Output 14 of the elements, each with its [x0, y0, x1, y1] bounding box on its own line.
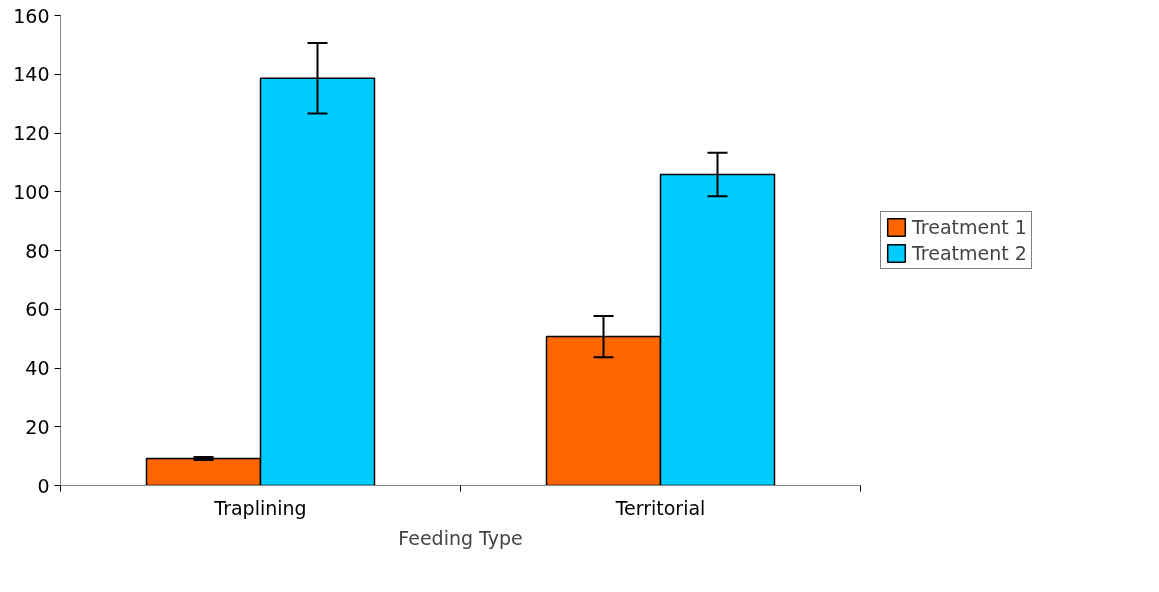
x-axis-title: Feeding Type	[398, 526, 523, 549]
legend-label: Treatment 1	[912, 215, 1027, 238]
y-tick-label: 20	[25, 415, 50, 438]
y-tick-label: 60	[25, 298, 50, 321]
x-tick-label: Territorial	[614, 496, 706, 519]
y-tick-label: 80	[25, 239, 50, 262]
y-tick-label: 120	[13, 122, 50, 144]
y-tick-label: 100	[13, 180, 50, 203]
legend-label: Treatment 2	[912, 241, 1027, 264]
y-tick-label: 160	[13, 4, 50, 27]
y-tick-label: 140	[13, 63, 50, 86]
y-tick-label: 40	[25, 357, 50, 379]
x-tick-label: Traplining	[213, 496, 307, 519]
y-tick-label: 0	[37, 474, 50, 497]
